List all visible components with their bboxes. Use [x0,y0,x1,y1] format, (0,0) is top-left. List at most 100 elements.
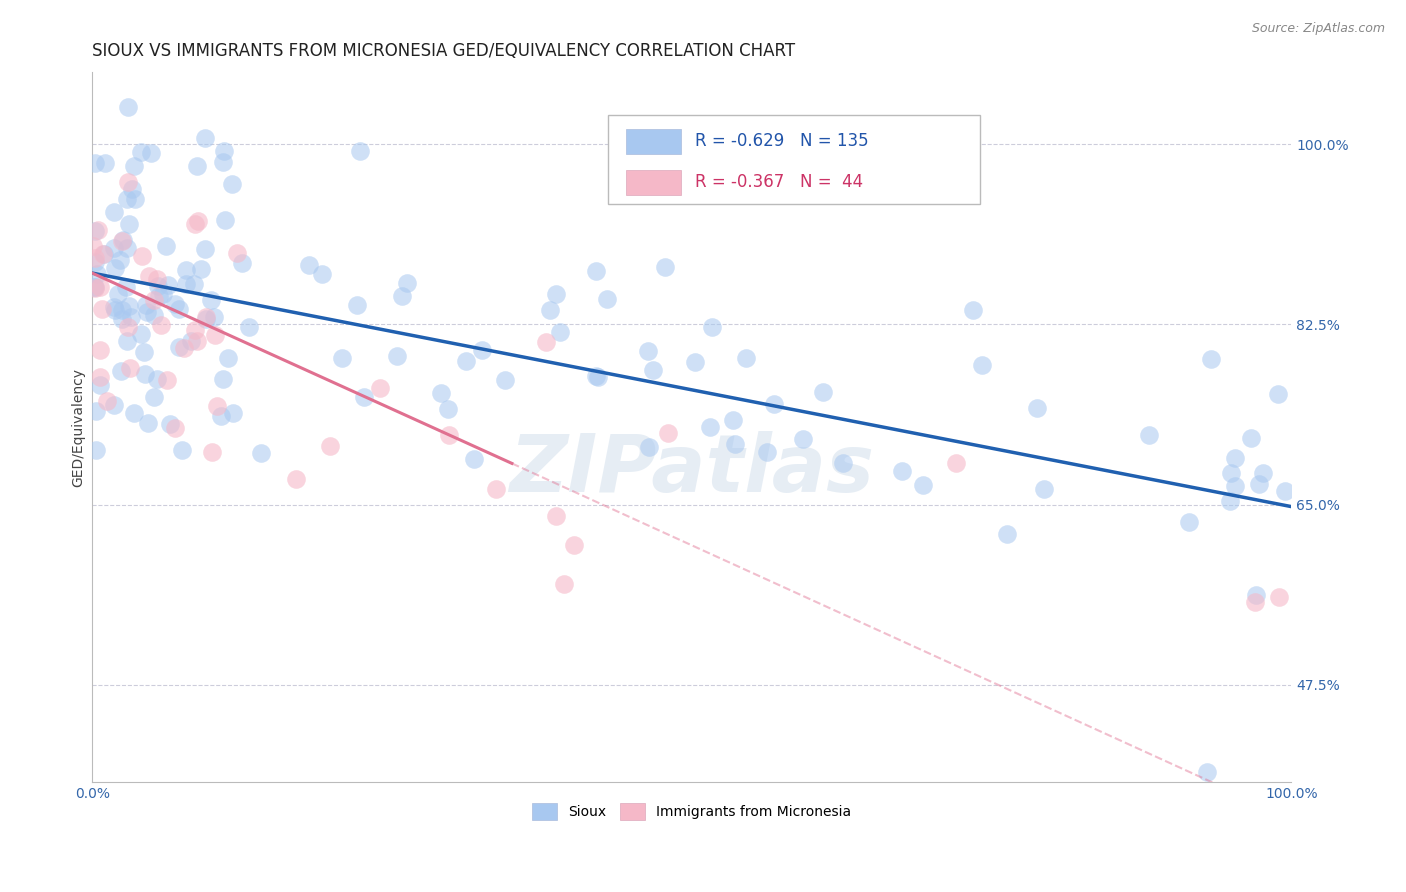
Point [83,280,105,294]
Point [90,301,112,316]
Point [200,293,222,307]
Point [226,245,249,260]
Point [110,253,132,268]
Point [117,320,139,334]
Point [1274,484,1296,499]
Point [368,381,391,395]
Point [683,354,706,368]
Point [184,217,207,231]
Point [131,249,153,263]
Point [138,269,160,284]
Point [1251,466,1274,480]
Point [311,267,333,281]
Point [222,406,245,420]
Point [385,349,408,363]
Point [945,457,967,471]
Point [155,239,177,253]
Point [1219,466,1241,480]
Point [911,478,934,492]
Point [138,416,160,430]
Point [143,293,166,308]
FancyBboxPatch shape [626,169,681,195]
Point [641,363,664,377]
Point [124,192,146,206]
Point [494,373,516,387]
Text: R = -0.367   N =  44: R = -0.367 N = 44 [696,173,863,192]
Point [83,280,105,294]
Point [174,263,197,277]
Point [110,364,132,378]
Point [167,301,190,316]
Point [792,433,814,447]
Point [103,205,125,219]
Point [194,131,217,145]
Point [190,261,212,276]
Point [89,280,111,294]
Point [238,319,260,334]
Point [995,527,1018,541]
Point [84,155,107,169]
Point [430,386,453,401]
Point [231,256,253,270]
Point [87,223,110,237]
Point [194,312,217,326]
Point [463,451,485,466]
Point [1178,515,1201,529]
Point [156,278,179,293]
Point [890,464,912,478]
Point [534,334,557,349]
Point [165,297,187,311]
Point [1201,351,1223,366]
Y-axis label: GED/Equivalency: GED/Equivalency [72,368,86,487]
Point [485,482,508,496]
Point [349,144,371,158]
Point [202,310,225,324]
Point [211,372,233,386]
Point [176,277,198,291]
Point [183,277,205,292]
Point [471,343,494,357]
Point [654,260,676,274]
Point [249,446,271,460]
Point [1033,482,1056,496]
Point [83,224,105,238]
Point [112,233,135,247]
Point [96,393,118,408]
Point [212,144,235,158]
FancyBboxPatch shape [626,128,681,154]
Point [91,247,114,261]
Point [135,298,157,312]
Point [657,425,679,440]
Point [195,310,218,324]
Point [135,305,157,319]
Point [89,343,111,357]
Point [115,280,138,294]
Point [104,260,127,275]
Point [1025,401,1047,415]
Point [214,213,236,227]
Point [82,239,104,253]
Point [89,370,111,384]
Point [702,319,724,334]
Point [117,192,139,206]
Point [391,289,413,303]
Point [723,413,745,427]
Point [217,351,239,365]
Point [110,312,132,326]
Point [131,145,153,160]
Point [122,406,145,420]
Point [1223,478,1246,492]
Point [319,440,342,454]
Text: ZIPatlas: ZIPatlas [509,431,875,509]
Point [544,509,567,524]
Point [395,276,418,290]
Point [332,351,354,366]
Point [142,390,165,404]
Point [172,442,194,457]
Point [596,292,619,306]
Point [1240,432,1263,446]
Point [538,303,561,318]
Point [118,299,141,313]
Point [139,146,162,161]
Point [724,437,747,451]
